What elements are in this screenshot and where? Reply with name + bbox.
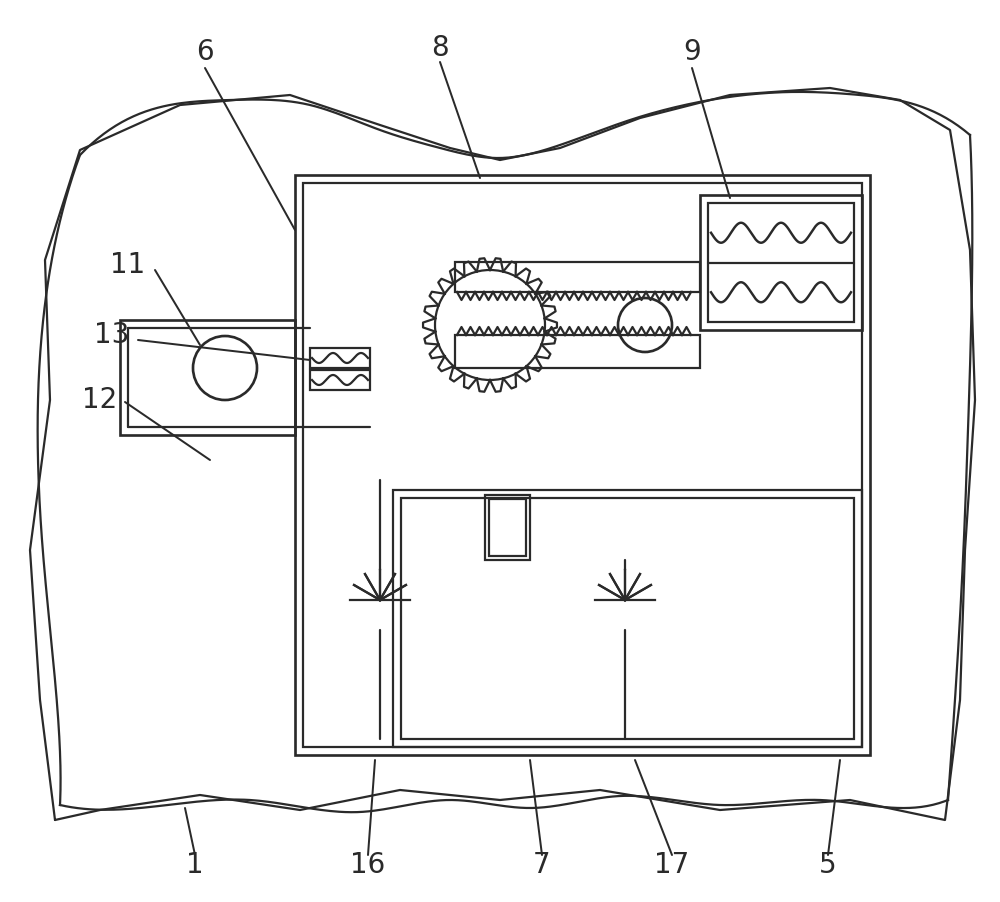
Bar <box>455 262 700 292</box>
Bar <box>310 348 370 368</box>
Text: 11: 11 <box>110 251 146 279</box>
Bar <box>700 195 862 330</box>
Bar <box>489 499 526 556</box>
Bar <box>401 498 854 739</box>
Text: 17: 17 <box>654 851 690 879</box>
Text: 16: 16 <box>350 851 386 879</box>
Text: 9: 9 <box>683 38 701 66</box>
Text: 1: 1 <box>186 851 204 879</box>
Bar <box>485 495 530 560</box>
Bar <box>303 183 862 747</box>
Bar <box>708 203 854 322</box>
Text: 6: 6 <box>196 38 214 66</box>
Bar <box>310 370 370 390</box>
Bar <box>120 320 295 435</box>
Text: 7: 7 <box>533 851 551 879</box>
Bar <box>455 335 700 368</box>
Text: 5: 5 <box>819 851 837 879</box>
Text: 13: 13 <box>94 321 130 349</box>
Text: 8: 8 <box>431 34 449 62</box>
Bar <box>393 490 862 747</box>
Text: 12: 12 <box>82 386 118 414</box>
Bar <box>295 175 870 755</box>
